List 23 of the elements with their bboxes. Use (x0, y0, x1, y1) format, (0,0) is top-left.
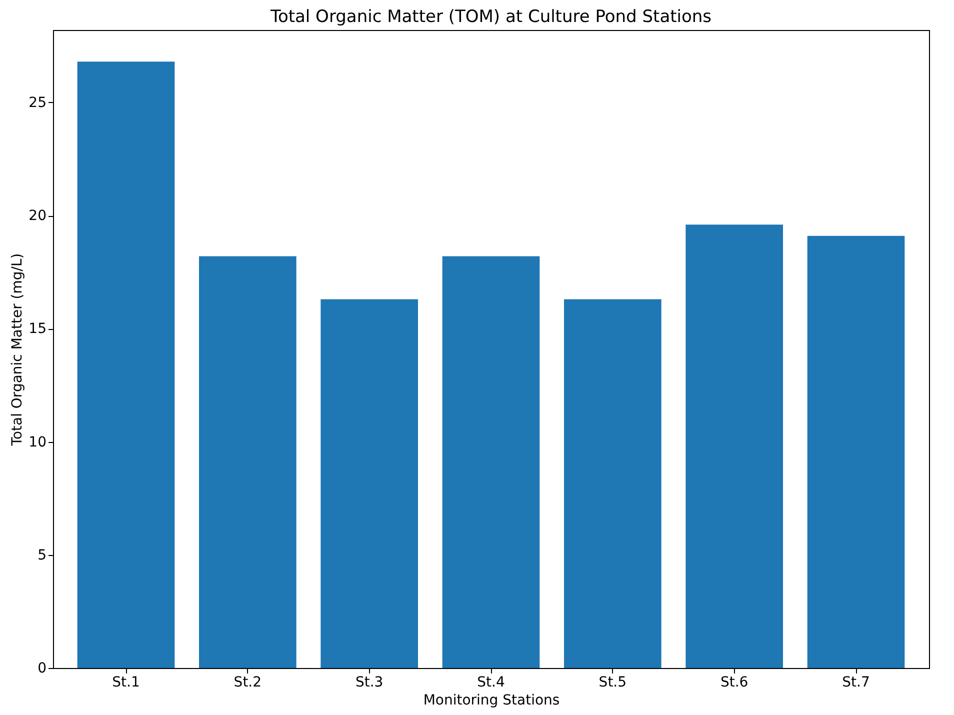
x-axis-title: Monitoring Stations (423, 692, 560, 708)
bar (442, 256, 540, 668)
x-tick-label: St.3 (355, 674, 384, 690)
bar (564, 299, 662, 668)
bar (686, 224, 783, 668)
bar (77, 62, 175, 668)
x-tick-label: St.2 (234, 674, 262, 690)
y-tick-label: 25 (28, 94, 46, 111)
x-tick-label: St.7 (842, 674, 870, 690)
y-tick-label: 20 (28, 208, 46, 224)
x-tick-label: St.5 (598, 674, 627, 690)
chart-title: Total Organic Matter (TOM) at Culture Pond Stations (269, 7, 712, 27)
bar (807, 236, 905, 668)
y-tick-label: 15 (28, 321, 46, 338)
bar (320, 299, 418, 668)
y-tick-label: 10 (28, 434, 46, 450)
y-tick-label: 5 (38, 547, 46, 564)
y-tick-label: 0 (38, 660, 46, 676)
y-axis-title: Total Organic Matter (mg/L) (10, 253, 26, 447)
x-tick-label: St.1 (112, 674, 140, 690)
x-tick-label: St.6 (720, 674, 748, 690)
bar (199, 256, 296, 668)
x-tick-label: St.4 (477, 674, 505, 690)
